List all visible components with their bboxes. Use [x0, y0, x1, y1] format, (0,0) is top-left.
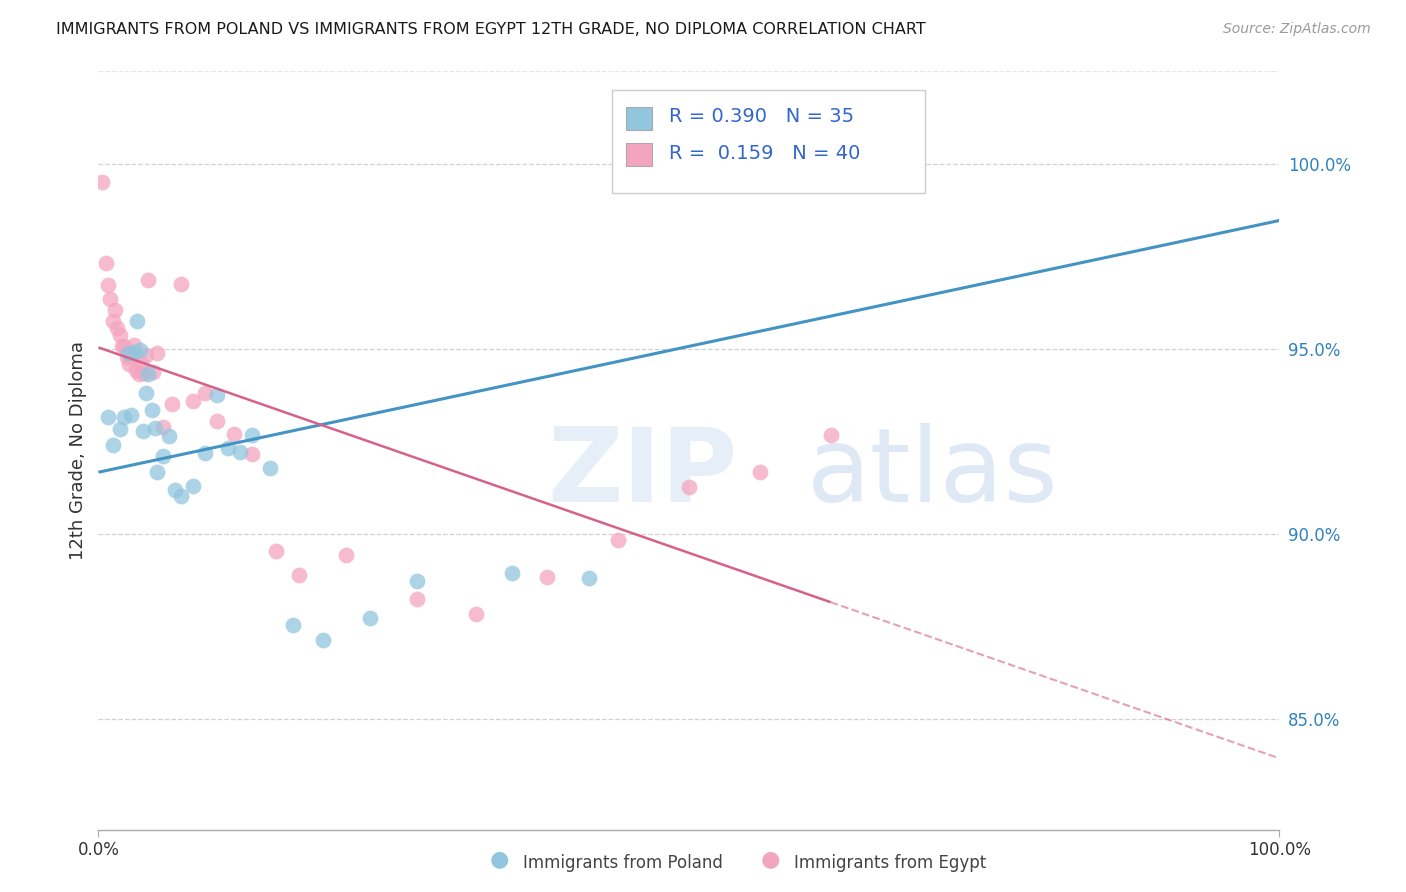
Point	[135, 386, 157, 401]
Point	[128, 367, 150, 381]
Point	[117, 346, 139, 360]
Point	[194, 446, 217, 460]
Point	[152, 419, 174, 434]
Bar	[612, 90, 925, 193]
Point	[111, 339, 134, 353]
Point	[748, 465, 770, 479]
Point	[115, 350, 138, 364]
Point	[678, 480, 700, 494]
Text: R = 0.390   N = 35: R = 0.390 N = 35	[669, 107, 853, 127]
Point	[157, 428, 180, 442]
Point	[335, 548, 357, 562]
Point	[128, 343, 150, 358]
Point	[122, 338, 145, 352]
Point	[152, 449, 174, 463]
Point	[194, 385, 217, 400]
Point	[501, 566, 523, 581]
Point	[129, 355, 152, 369]
Point	[141, 403, 163, 417]
Point	[578, 571, 600, 585]
Point	[142, 365, 165, 379]
Point	[146, 346, 169, 360]
Text: R =  0.159   N = 40: R = 0.159 N = 40	[669, 144, 860, 162]
Point	[104, 302, 127, 317]
Point	[217, 441, 239, 455]
Point	[283, 617, 305, 632]
Point	[127, 314, 149, 328]
Point	[101, 438, 124, 452]
Point	[121, 349, 143, 363]
Point	[112, 339, 135, 353]
Point	[205, 388, 228, 402]
Point	[132, 424, 155, 438]
Point	[288, 567, 311, 582]
Text: IMMIGRANTS FROM POLAND VS IMMIGRANTS FROM EGYPT 12TH GRADE, NO DIPLOMA CORRELATI: IMMIGRANTS FROM POLAND VS IMMIGRANTS FRO…	[56, 22, 927, 37]
Text: ●: ●	[489, 849, 509, 869]
Point	[101, 314, 124, 328]
Point	[108, 422, 131, 436]
Point	[406, 591, 429, 606]
Point	[240, 447, 263, 461]
Point	[118, 357, 141, 371]
Point	[94, 256, 117, 270]
Point	[121, 408, 143, 422]
Point	[205, 414, 228, 428]
Bar	[626, 144, 652, 166]
Text: Source: ZipAtlas.com: Source: ZipAtlas.com	[1223, 22, 1371, 37]
Point	[146, 465, 169, 479]
Text: ●: ●	[761, 849, 780, 869]
Y-axis label: 12th Grade, No Diploma: 12th Grade, No Diploma	[69, 341, 87, 560]
Point	[135, 348, 157, 362]
Text: Immigrants from Poland: Immigrants from Poland	[523, 855, 723, 872]
Point	[97, 277, 120, 292]
Point	[112, 409, 135, 424]
Point	[143, 421, 166, 435]
Point	[264, 544, 287, 558]
Point	[165, 483, 187, 497]
Point	[132, 367, 155, 381]
Point	[136, 367, 159, 381]
Point	[122, 344, 145, 359]
Point	[607, 533, 630, 547]
Point	[136, 273, 159, 287]
Text: Immigrants from Egypt: Immigrants from Egypt	[794, 855, 987, 872]
Point	[820, 428, 842, 442]
Point	[170, 489, 193, 503]
Point	[91, 175, 114, 189]
Point	[224, 426, 246, 441]
Point	[259, 460, 281, 475]
Point	[97, 409, 120, 424]
Point	[125, 363, 148, 377]
Point	[181, 394, 204, 409]
Point	[181, 478, 204, 492]
Point	[105, 321, 128, 335]
Point	[406, 574, 429, 588]
Point	[160, 396, 183, 410]
Point	[359, 611, 381, 625]
Point	[98, 293, 121, 307]
Point	[536, 570, 558, 584]
Bar	[626, 107, 652, 129]
Point	[465, 607, 488, 622]
Text: atlas: atlas	[807, 423, 1059, 524]
Point	[229, 445, 252, 459]
Point	[170, 277, 193, 292]
Point	[108, 328, 131, 343]
Point	[240, 427, 263, 442]
Text: ZIP: ZIP	[547, 423, 738, 524]
Point	[312, 632, 335, 647]
